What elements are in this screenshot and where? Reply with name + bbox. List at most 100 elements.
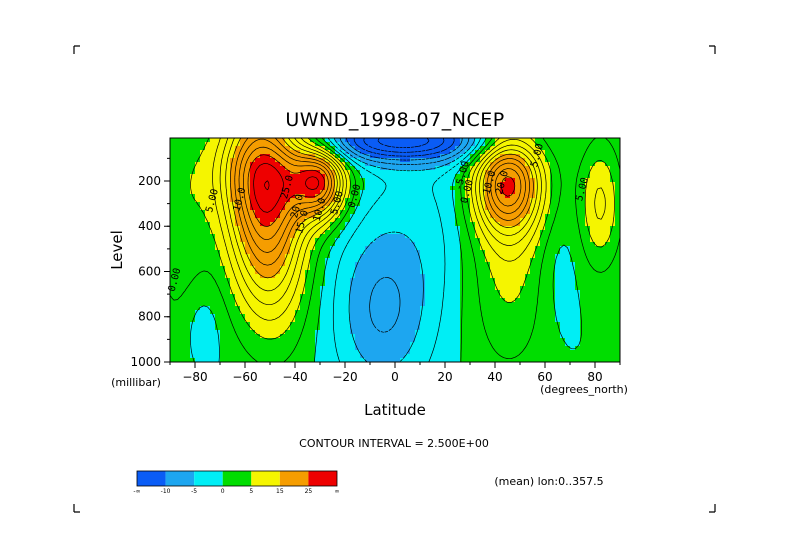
field-cell [555,290,561,295]
field-cell [605,278,611,283]
field-cell [170,346,176,351]
field-cell [270,322,276,327]
field-cell [615,226,620,231]
field-cell [220,358,226,362]
field-cell [600,350,606,355]
field-cell [545,254,551,259]
field-cell [595,142,601,147]
field-cell [530,286,536,291]
field-cell [210,338,216,343]
field-cell [520,174,526,179]
field-cell [400,218,406,223]
field-cell [290,266,296,271]
field-cell [595,186,601,191]
field-cell [420,226,426,231]
field-cell [350,222,356,227]
field-cell [440,278,446,283]
field-cell [495,182,501,187]
field-cell [510,338,516,343]
field-cell [250,226,256,231]
field-cell [525,218,531,223]
field-cell [415,322,421,327]
field-cell [280,286,286,291]
field-cell [195,250,201,255]
field-cell [550,154,556,159]
field-cell [285,182,291,187]
field-cell [355,182,361,187]
field-cell [340,250,346,255]
field-cell [370,154,376,159]
field-cell [580,310,586,315]
field-cell [400,158,406,163]
field-cell [555,142,561,147]
field-cell [345,258,351,263]
field-cell [225,246,231,251]
field-cell [415,326,421,331]
field-cell [385,202,391,207]
field-cell [555,274,561,279]
field-cell [370,138,376,143]
field-cell [590,218,596,223]
field-cell [285,234,291,239]
field-cell [305,158,311,163]
field-cell [215,286,221,291]
field-cell [530,218,536,223]
field-cell [530,330,536,335]
field-cell [190,202,196,207]
field-cell [470,274,476,279]
field-cell [515,218,521,223]
field-cell [410,146,416,151]
field-cell [185,154,191,159]
field-cell [320,190,326,195]
field-cell [485,238,491,243]
field-cell [490,158,496,163]
field-cell [315,234,321,239]
field-cell [385,298,391,303]
field-cell [275,214,281,219]
field-cell [595,298,601,303]
field-cell [390,270,396,275]
field-cell [485,138,491,143]
field-cell [430,250,436,255]
field-cell [375,354,381,359]
field-cell [555,330,561,335]
field-cell [290,278,296,283]
field-cell [315,206,321,211]
field-cell [430,170,436,175]
field-cell [520,202,526,207]
field-cell [265,254,271,259]
field-cell [475,146,481,151]
field-cell [390,318,396,323]
field-cell [220,282,226,287]
field-cell [555,250,561,255]
field-cell [585,354,591,359]
field-cell [490,294,496,299]
field-cell [380,250,386,255]
field-cell [325,190,331,195]
field-cell [190,154,196,159]
field-cell [275,218,281,223]
field-cell [250,162,256,167]
field-cell [360,154,366,159]
field-cell [195,218,201,223]
field-cell [505,270,511,275]
field-cell [545,194,551,199]
field-cell [475,190,481,195]
field-cell [375,194,381,199]
field-cell [410,326,416,331]
field-cell [190,270,196,275]
field-cell [475,154,481,159]
field-cell [515,158,521,163]
field-cell [380,270,386,275]
field-cell [355,198,361,203]
field-cell [380,326,386,331]
field-cell [210,202,216,207]
field-cell [515,174,521,179]
field-cell [390,334,396,339]
field-cell [495,350,501,355]
field-cell [395,214,401,219]
field-cell [570,250,576,255]
field-cell [440,274,446,279]
field-cell [415,226,421,231]
field-cell [300,150,306,155]
